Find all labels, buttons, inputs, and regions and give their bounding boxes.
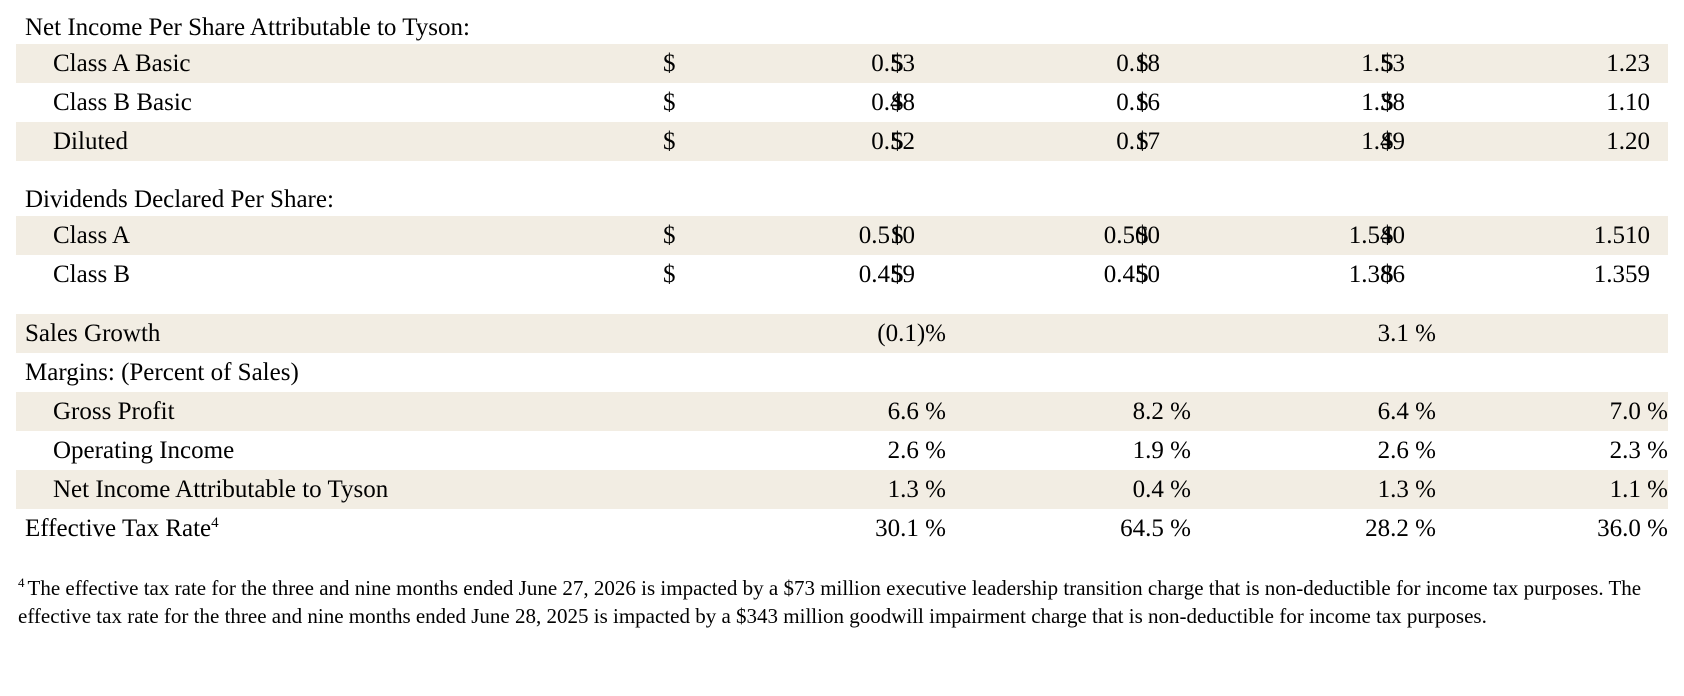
value-cell: 0.16 xyxy=(1116,89,1160,116)
value-cell: 6.4 % xyxy=(1377,398,1436,425)
table-row: Class B $ 0.459 $ 0.450 $ 1.386 $ 1.359 xyxy=(16,255,1668,294)
value-cell: 8.2 % xyxy=(1132,398,1191,425)
value-cell: 28.2 % xyxy=(1365,515,1436,542)
value-cell: 1.386 xyxy=(1348,261,1405,288)
row-label: Effective Tax Rate4 xyxy=(25,509,219,548)
currency-symbol: $ xyxy=(1136,50,1149,77)
value-cell: 36.0 % xyxy=(1597,515,1668,542)
currency-symbol: $ xyxy=(663,222,676,249)
value-cell: (0.1)% xyxy=(877,320,946,347)
effective-tax-rate-label: Effective Tax Rate xyxy=(25,515,212,542)
row-label: Class A Basic xyxy=(53,50,191,77)
value-cell: 2.6 % xyxy=(1377,437,1436,464)
row-label: Operating Income xyxy=(53,437,235,464)
value-cell: 0.4 % xyxy=(1132,476,1191,503)
value-cell: 1.510 xyxy=(1593,222,1650,249)
value-cell: 64.5 % xyxy=(1120,515,1191,542)
currency-symbol: $ xyxy=(1136,89,1149,116)
currency-symbol: $ xyxy=(663,50,676,77)
currency-symbol: $ xyxy=(891,128,904,155)
currency-symbol: $ xyxy=(663,89,676,116)
dividends-section-title: Dividends Declared Per Share: xyxy=(25,186,334,213)
sales-growth-row: Sales Growth (0.1)% 3.1 % xyxy=(16,314,1668,353)
value-cell: 1.49 xyxy=(1361,128,1405,155)
footnote-mark: 4 xyxy=(18,575,25,590)
row-label: Diluted xyxy=(53,128,128,155)
value-cell: 6.6 % xyxy=(887,398,946,425)
row-label: Class B Basic xyxy=(53,89,192,116)
currency-symbol: $ xyxy=(1381,128,1394,155)
footnote: 4 The effective tax rate for the three an… xyxy=(18,574,1668,630)
currency-symbol: $ xyxy=(891,50,904,77)
currency-symbol: $ xyxy=(891,222,904,249)
currency-symbol: $ xyxy=(891,261,904,288)
value-cell: 0.459 xyxy=(858,261,915,288)
value-cell: 1.3 % xyxy=(887,476,946,503)
margins-section-header: Margins: (Percent of Sales) xyxy=(16,353,1668,392)
table-row: Class A Basic $ 0.53 $ 0.18 $ 1.53 $ 1.2… xyxy=(16,44,1668,83)
currency-symbol: $ xyxy=(1136,222,1149,249)
value-cell: 1.38 xyxy=(1361,89,1405,116)
currency-symbol: $ xyxy=(1136,261,1149,288)
table-row: Class B Basic $ 0.48 $ 0.16 $ 1.38 $ 1.1… xyxy=(16,83,1668,122)
value-cell: 1.359 xyxy=(1593,261,1650,288)
value-cell: 1.20 xyxy=(1606,128,1650,155)
currency-symbol: $ xyxy=(663,128,676,155)
margins-section-title: Margins: (Percent of Sales) xyxy=(25,359,299,386)
value-cell: 1.10 xyxy=(1606,89,1650,116)
currency-symbol: $ xyxy=(1136,128,1149,155)
value-cell: 3.1 % xyxy=(1377,320,1436,347)
value-cell: 0.500 xyxy=(1103,222,1160,249)
table-row: Gross Profit 6.6 % 8.2 % 6.4 % 7.0 % xyxy=(16,392,1668,431)
value-cell: 2.3 % xyxy=(1609,437,1668,464)
footnote-text: The effective tax rate for the three and… xyxy=(18,576,1642,628)
value-cell: 0.450 xyxy=(1103,261,1160,288)
value-cell: 1.540 xyxy=(1348,222,1405,249)
table-row: Operating Income 2.6 % 1.9 % 2.6 % 2.3 % xyxy=(16,431,1668,470)
value-cell: 0.510 xyxy=(858,222,915,249)
currency-symbol: $ xyxy=(1381,50,1394,77)
net-income-section-title: Net Income Per Share Attributable to Tys… xyxy=(25,14,470,41)
row-label: Class A xyxy=(53,222,131,249)
currency-symbol: $ xyxy=(663,261,676,288)
row-label: Net Income Attributable to Tyson xyxy=(53,476,389,503)
footnote-reference: 4 xyxy=(211,515,219,531)
value-cell: 1.3 % xyxy=(1377,476,1436,503)
value-cell: 1.1 % xyxy=(1609,476,1668,503)
value-cell: 0.17 xyxy=(1116,128,1160,155)
value-cell: 0.52 xyxy=(871,128,915,155)
value-cell: 1.9 % xyxy=(1132,437,1191,464)
table-row: Diluted $ 0.52 $ 0.17 $ 1.49 $ 1.20 xyxy=(16,122,1668,161)
table-row: Class A $ 0.510 $ 0.500 $ 1.540 $ 1.510 xyxy=(16,216,1668,255)
value-cell: 0.18 xyxy=(1116,50,1160,77)
currency-symbol: $ xyxy=(1381,261,1394,288)
currency-symbol: $ xyxy=(1381,89,1394,116)
value-cell: 2.6 % xyxy=(887,437,946,464)
value-cell: 0.48 xyxy=(871,89,915,116)
value-cell: 1.23 xyxy=(1606,50,1650,77)
row-label: Sales Growth xyxy=(25,320,161,347)
effective-tax-rate-row: Effective Tax Rate4 30.1 % 64.5 % 28.2 %… xyxy=(16,509,1668,548)
table-row: Net Income Attributable to Tyson 1.3 % 0… xyxy=(16,470,1668,509)
value-cell: 7.0 % xyxy=(1609,398,1668,425)
row-label: Gross Profit xyxy=(53,398,175,425)
net-income-section-header: Net Income Per Share Attributable to Tys… xyxy=(16,8,1668,47)
value-cell: 30.1 % xyxy=(875,515,946,542)
value-cell: 1.53 xyxy=(1361,50,1405,77)
currency-symbol: $ xyxy=(891,89,904,116)
value-cell: 0.53 xyxy=(871,50,915,77)
dividends-section-header: Dividends Declared Per Share: xyxy=(16,180,1668,219)
row-label: Class B xyxy=(53,261,131,288)
currency-symbol: $ xyxy=(1381,222,1394,249)
